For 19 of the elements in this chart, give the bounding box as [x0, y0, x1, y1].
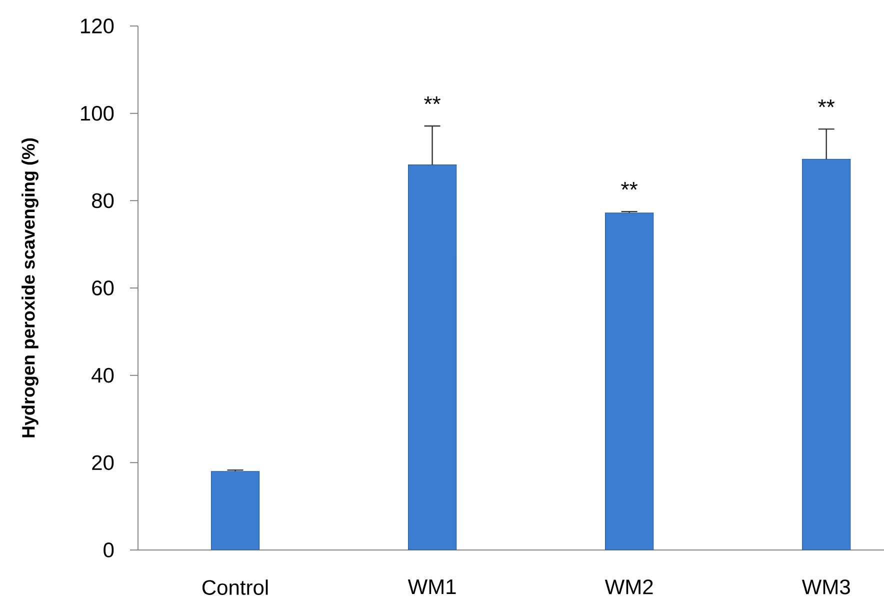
- y-tick-label: 0: [104, 542, 114, 558]
- y-tick-label: 60: [92, 280, 114, 296]
- y-tick-label: 120: [81, 18, 114, 34]
- bar: [605, 212, 654, 550]
- annotation: **: [424, 96, 441, 104]
- y-tick-label: 100: [81, 106, 114, 121]
- x-tick-label: WM2: [604, 580, 653, 594]
- y-tick-label: 20: [92, 455, 114, 470]
- annotation: **: [818, 99, 835, 108]
- x-tick-label: WM3: [802, 580, 850, 594]
- x-tick-label: WM1: [408, 580, 456, 594]
- x-tick-label: Control: [202, 580, 268, 595]
- bar: [210, 471, 260, 550]
- y-tick-label: 40: [92, 368, 114, 383]
- y-axis-title: Hydrogen peroxide scavenging (%): [22, 138, 38, 438]
- annotation: **: [621, 182, 638, 190]
- y-tick-label: 80: [92, 193, 114, 208]
- bar: [408, 164, 457, 550]
- bar: [802, 158, 851, 550]
